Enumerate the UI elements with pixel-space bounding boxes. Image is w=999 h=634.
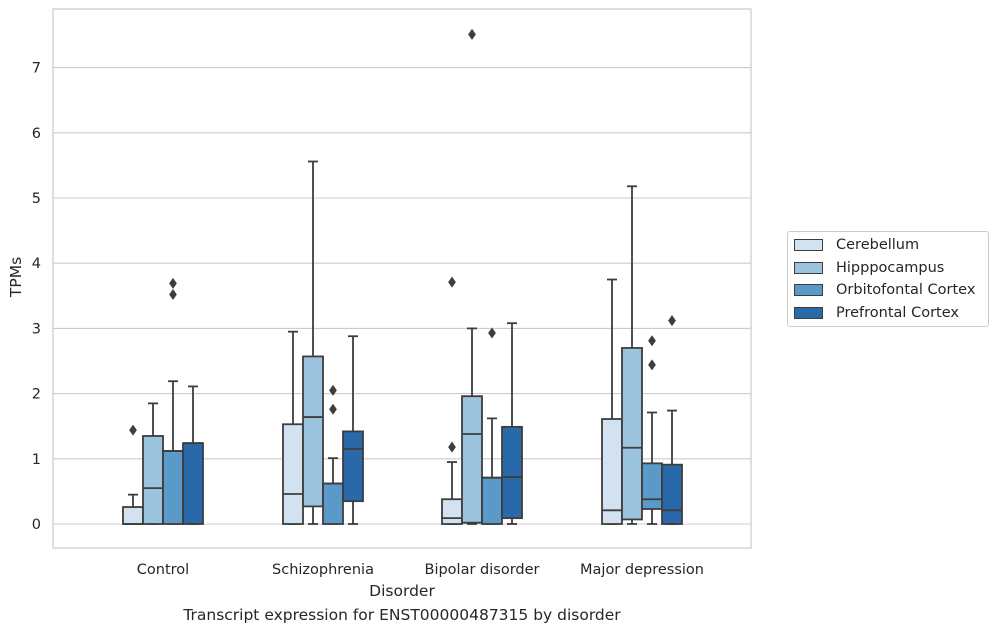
outlier-point xyxy=(329,403,337,415)
outlier-point xyxy=(648,359,656,371)
figure-caption: Transcript expression for ENST0000048731… xyxy=(183,606,621,624)
box-0-3 xyxy=(601,278,623,525)
legend-swatch xyxy=(794,239,823,251)
box-3-3 xyxy=(661,315,683,525)
box-body xyxy=(162,450,184,525)
y-tick-label: 3 xyxy=(32,321,41,337)
outlier-point xyxy=(448,276,456,288)
x-tick-label: Bipolar disorder xyxy=(425,562,540,578)
outlier-point xyxy=(648,335,656,347)
legend-item: Cerebellum xyxy=(794,236,919,254)
box-body xyxy=(182,442,204,525)
y-tick-label: 4 xyxy=(32,256,41,272)
legend-swatch xyxy=(794,284,823,296)
box-body xyxy=(122,506,144,525)
box-1-2 xyxy=(461,28,483,525)
x-axis-label: Disorder xyxy=(369,582,435,600)
box-1-3 xyxy=(621,185,643,525)
box-body xyxy=(621,347,643,521)
box-body xyxy=(302,355,324,508)
y-tick-label: 2 xyxy=(32,387,41,403)
box-3-1 xyxy=(342,335,364,525)
box-1-0 xyxy=(142,402,164,525)
plot-frame xyxy=(52,8,752,549)
legend-item: Orbitofontal Cortex xyxy=(794,281,975,299)
box-2-1 xyxy=(322,384,344,525)
legend-item: Prefrontal Cortex xyxy=(794,304,959,322)
box-body xyxy=(441,498,463,525)
x-tick-label: Major depression xyxy=(580,562,704,578)
y-tick-label: 0 xyxy=(32,517,41,533)
x-tick-label: Schizophrenia xyxy=(272,562,374,578)
box-3-2 xyxy=(501,322,523,525)
y-tick-label: 6 xyxy=(32,126,41,142)
box-body xyxy=(142,435,164,525)
legend-label: Cerebellum xyxy=(836,237,920,253)
legend-label: Orbitofontal Cortex xyxy=(836,282,976,298)
outlier-point xyxy=(329,384,337,396)
box-body xyxy=(481,476,503,525)
box-body xyxy=(661,463,683,525)
box-body xyxy=(501,425,523,520)
legend-label: Prefrontal Cortex xyxy=(836,304,959,321)
box-2-0 xyxy=(162,277,184,525)
x-tick-label: Control xyxy=(137,562,189,578)
outlier-point xyxy=(488,327,496,339)
y-tick-label: 7 xyxy=(32,61,41,77)
box-0-1 xyxy=(282,330,304,525)
boxes-layer xyxy=(122,28,683,525)
outlier-point xyxy=(169,288,177,301)
box-3-0 xyxy=(182,385,204,525)
box-0-2 xyxy=(441,276,463,525)
y-tick-label: 5 xyxy=(32,191,41,207)
outlier-point xyxy=(468,28,476,40)
box-body xyxy=(641,462,663,510)
outlier-point xyxy=(129,424,137,436)
legend: Cerebellum Hipppocampus Orbitofontal Corte… xyxy=(787,231,989,327)
legend-label: Hipppocampus xyxy=(836,259,945,276)
box-1-1 xyxy=(302,160,324,525)
box-body xyxy=(282,423,304,525)
outlier-point xyxy=(448,441,456,453)
legend-item: Hipppocampus xyxy=(794,259,944,277)
box-2-3 xyxy=(641,335,663,525)
box-0-0 xyxy=(122,424,144,525)
legend-swatch xyxy=(794,261,823,274)
y-axis-label: TPMs xyxy=(7,257,25,298)
box-body xyxy=(461,395,483,524)
box-body xyxy=(601,418,623,525)
box-2-2 xyxy=(481,327,503,525)
outlier-point xyxy=(668,315,676,327)
legend-swatch xyxy=(794,306,823,319)
tick-labels: 0 1 2 3 4 5 6 7 Control Schizophrenia Bipolar diso… xyxy=(32,61,704,578)
box-body xyxy=(322,482,344,525)
box-body xyxy=(342,430,364,503)
outlier-point xyxy=(169,277,177,289)
y-tick-label: 1 xyxy=(32,452,41,468)
